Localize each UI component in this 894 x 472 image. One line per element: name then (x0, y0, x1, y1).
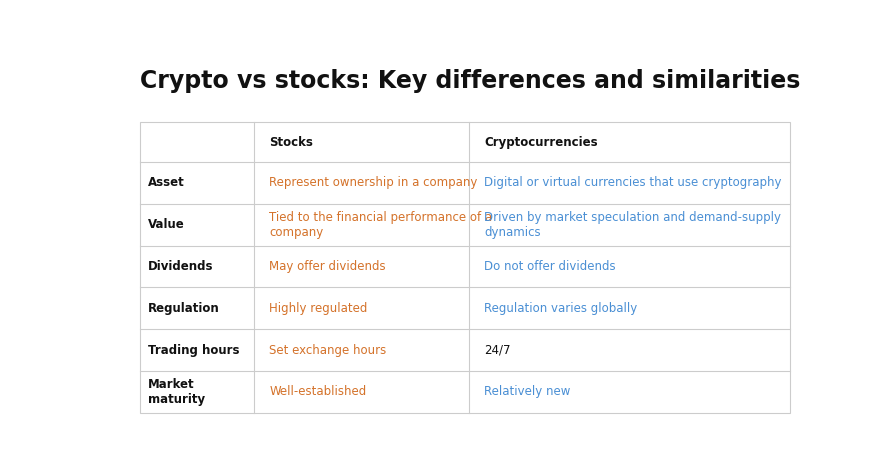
Text: Stocks: Stocks (269, 135, 313, 149)
Text: Asset: Asset (148, 177, 184, 189)
Text: Dividends: Dividends (148, 260, 213, 273)
Text: Relatively new: Relatively new (484, 386, 570, 398)
Text: Market
maturity: Market maturity (148, 378, 205, 405)
Text: Trading hours: Trading hours (148, 344, 240, 357)
Text: Highly regulated: Highly regulated (269, 302, 367, 315)
Text: Well-established: Well-established (269, 386, 367, 398)
Text: Do not offer dividends: Do not offer dividends (484, 260, 615, 273)
Text: Digital or virtual currencies that use cryptography: Digital or virtual currencies that use c… (484, 177, 781, 189)
Text: Driven by market speculation and demand-supply
dynamics: Driven by market speculation and demand-… (484, 211, 780, 239)
Text: May offer dividends: May offer dividends (269, 260, 385, 273)
Text: Represent ownership in a company: Represent ownership in a company (269, 177, 477, 189)
Text: Crypto vs stocks: Key differences and similarities: Crypto vs stocks: Key differences and si… (139, 69, 799, 93)
Text: Tied to the financial performance of a
company: Tied to the financial performance of a c… (269, 211, 492, 239)
Bar (139, 122, 789, 413)
Text: Set exchange hours: Set exchange hours (269, 344, 386, 357)
Text: Cryptocurrencies: Cryptocurrencies (484, 135, 597, 149)
Text: 24/7: 24/7 (484, 344, 510, 357)
Text: Value: Value (148, 218, 184, 231)
Text: Regulation: Regulation (148, 302, 219, 315)
Text: Regulation varies globally: Regulation varies globally (484, 302, 637, 315)
